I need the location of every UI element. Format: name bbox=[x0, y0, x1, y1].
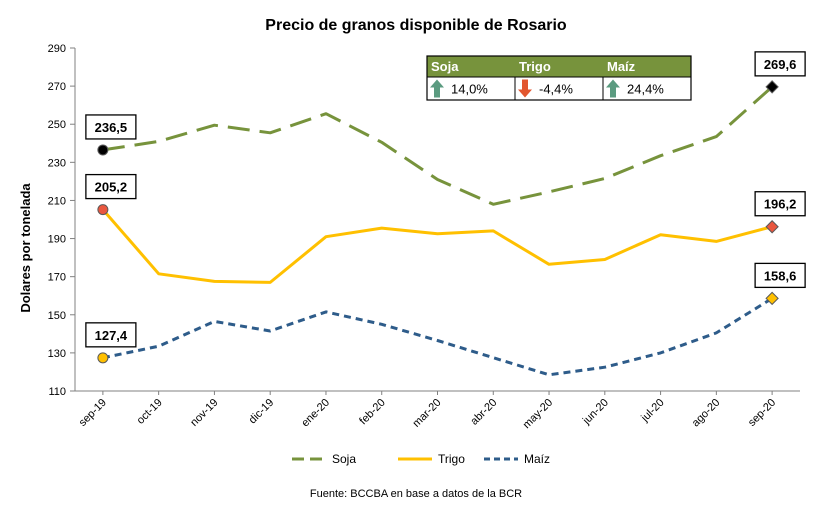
data-label: 196,2 bbox=[764, 197, 797, 212]
data-label: 127,4 bbox=[95, 328, 128, 343]
y-tick-label: 290 bbox=[48, 43, 66, 55]
data-marker bbox=[765, 291, 779, 306]
variation-value-trigo: -4,4% bbox=[539, 82, 573, 97]
series-line-soja bbox=[102, 85, 774, 206]
data-label-box bbox=[754, 51, 806, 77]
x-tick-label: nov-19 bbox=[188, 397, 220, 429]
x-tick-label: sep-20 bbox=[746, 397, 778, 429]
y-axis-label: Dolares por tonelada bbox=[18, 183, 33, 313]
x-tick-label: oct-19 bbox=[135, 397, 165, 427]
x-tick-label: may-20 bbox=[521, 397, 555, 431]
x-tick-label: ago-20 bbox=[690, 397, 723, 430]
x-tick-label: ene-20 bbox=[299, 397, 332, 430]
data-marker bbox=[97, 352, 109, 364]
source-note: Fuente: BCCBA en base a datos de la BCR bbox=[310, 488, 522, 500]
data-markers bbox=[97, 80, 779, 364]
arrow-up-icon bbox=[430, 79, 444, 98]
data-label: 236,5 bbox=[95, 120, 128, 135]
variation-value-maiz: 24,4% bbox=[627, 82, 664, 97]
series-line-maiz bbox=[102, 297, 773, 377]
x-ticks: sep-19 oct-19 nov-19 dic-19 ene-20 feb-20 mar-… bbox=[77, 391, 778, 431]
variation-table-header bbox=[427, 56, 691, 77]
variation-table-header-trigo: Trigo bbox=[519, 59, 551, 74]
y-tick-label: 130 bbox=[48, 348, 66, 360]
y-tick-label: 230 bbox=[48, 157, 66, 169]
variation-table: Soja 14,0% Trigo -4,4% Maíz 24,4% bbox=[426, 55, 692, 101]
variation-value-soja: 14,0% bbox=[451, 82, 488, 97]
x-tick-label: dic-19 bbox=[247, 397, 277, 427]
data-label-box bbox=[85, 322, 137, 348]
x-tick-label: mar-20 bbox=[410, 397, 443, 430]
data-label: 269,6 bbox=[764, 57, 797, 72]
legend-label-maiz: Maíz bbox=[524, 452, 550, 466]
arrow-down-icon bbox=[518, 79, 532, 98]
data-marker bbox=[97, 144, 109, 156]
data-marker bbox=[765, 220, 779, 234]
legend-label-soja: Soja bbox=[332, 452, 356, 466]
data-marker bbox=[765, 80, 779, 94]
x-tick-label: jul-20 bbox=[638, 397, 666, 425]
y-tick-label: 190 bbox=[48, 234, 66, 246]
series-line-trigo bbox=[101, 208, 773, 284]
data-label-box bbox=[754, 191, 806, 217]
data-label-box bbox=[85, 173, 137, 200]
data-label-box bbox=[85, 114, 137, 140]
data-label-box bbox=[754, 262, 806, 289]
arrow-up-icon bbox=[606, 79, 620, 98]
variation-table-header-soja: Soja bbox=[431, 59, 459, 74]
chart-title: Precio de granos disponible de Rosario bbox=[265, 17, 567, 34]
y-tick-label: 150 bbox=[48, 310, 66, 322]
data-label: 158,6 bbox=[764, 268, 797, 283]
y-tick-label: 170 bbox=[48, 272, 66, 284]
data-labels: 236,5 269,6 205,2 196,2 127,4 158,6 bbox=[85, 51, 806, 348]
x-tick-label: abr-20 bbox=[468, 397, 499, 428]
x-tick-label: sep-19 bbox=[77, 397, 109, 429]
variation-table-header-maiz: Maíz bbox=[607, 59, 636, 74]
y-tick-label: 210 bbox=[48, 195, 66, 207]
y-tick-label: 250 bbox=[48, 119, 66, 131]
x-tick-label: jun-20 bbox=[580, 397, 611, 428]
y-ticks: 110 130 150 170 190 210 230 250 270 290 bbox=[48, 43, 75, 398]
x-tick-label: feb-20 bbox=[357, 397, 388, 428]
variation-table-border bbox=[426, 55, 692, 101]
series-lines bbox=[101, 85, 774, 377]
y-tick-label: 270 bbox=[48, 81, 66, 93]
data-label: 205,2 bbox=[95, 180, 128, 195]
legend: Soja Trigo Maíz bbox=[292, 452, 550, 466]
legend-label-trigo: Trigo bbox=[438, 452, 465, 466]
data-marker bbox=[97, 204, 109, 216]
y-tick-label: 110 bbox=[48, 386, 66, 398]
